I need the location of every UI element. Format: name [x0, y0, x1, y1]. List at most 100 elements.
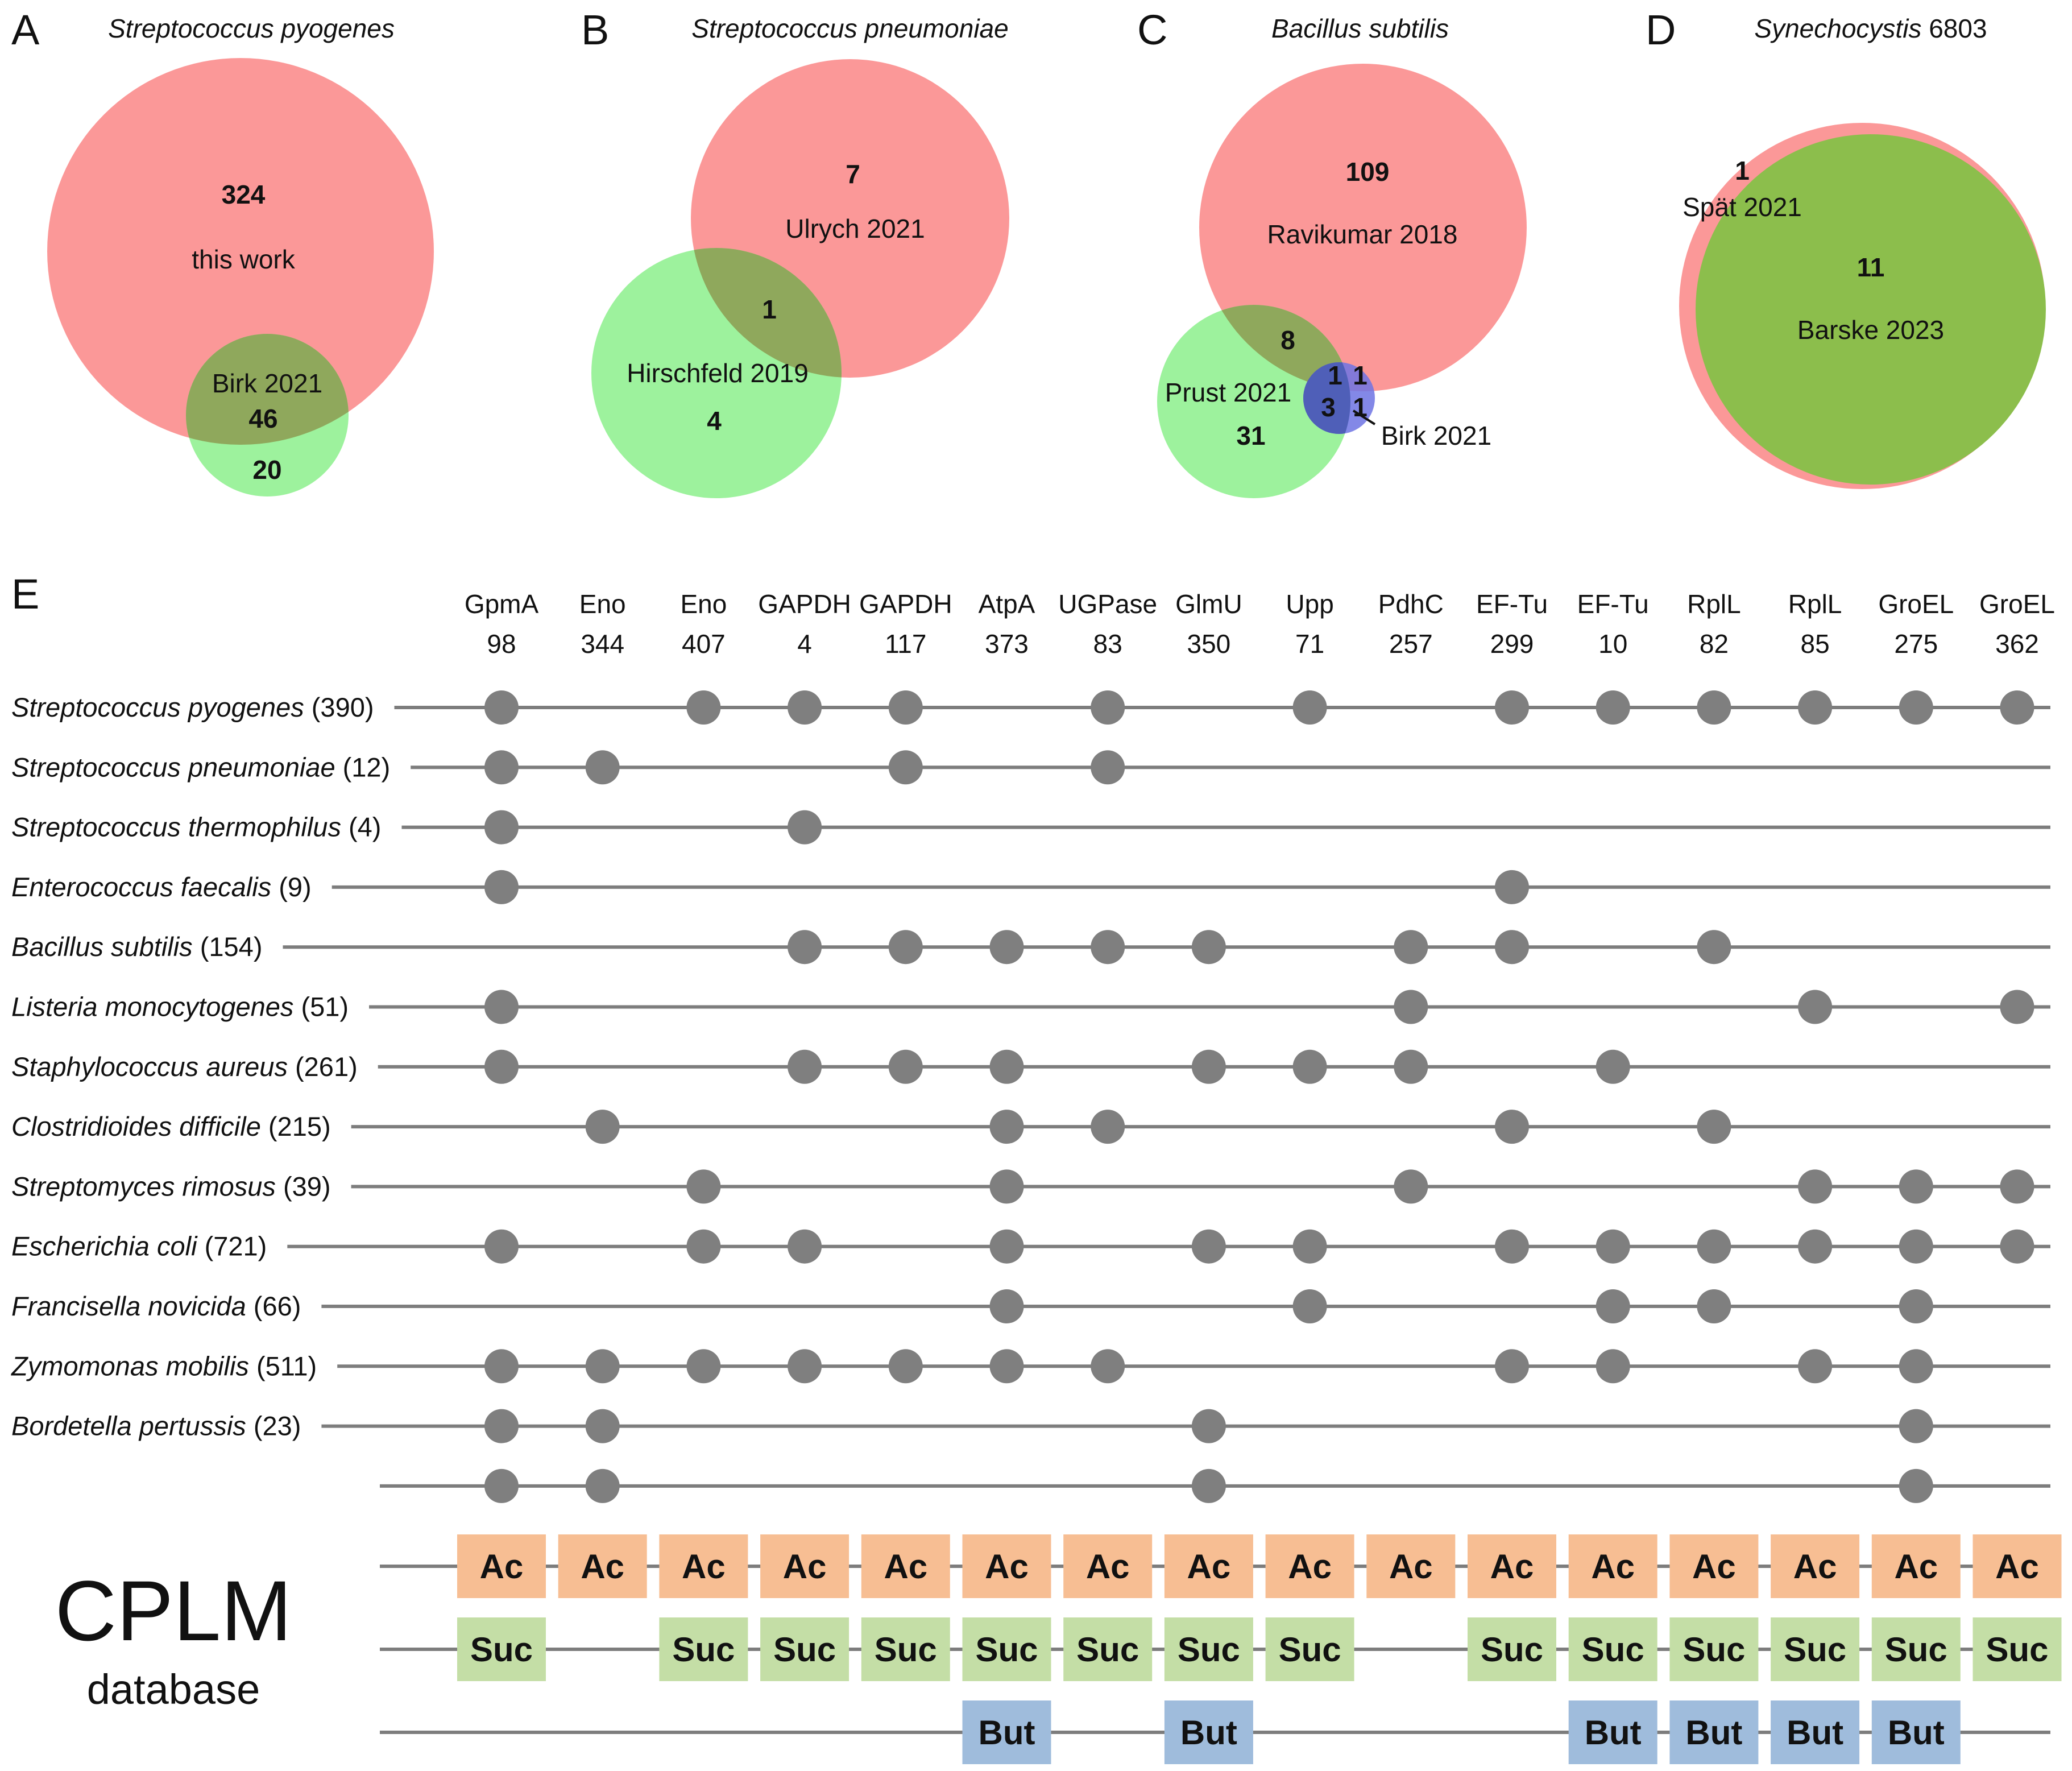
modification-dot: [888, 690, 923, 725]
modification-dot: [1091, 1349, 1125, 1384]
organism-name: Bordetella pertussis: [11, 1411, 246, 1441]
cplm-box: [1871, 1617, 1961, 1681]
modification-dot: [1292, 1229, 1327, 1264]
modification-dot: [1191, 930, 1226, 965]
organism-name: Zymomonas mobilis: [11, 1351, 249, 1381]
cplm-box: [659, 1534, 748, 1598]
birk-2021-c-label: Birk 2021: [1381, 421, 1491, 450]
c-red-green-count: 8: [1281, 325, 1295, 355]
modification-dot: [1091, 930, 1125, 965]
cplm-box: [457, 1534, 546, 1598]
barske-2023-label: Barske 2023: [1797, 315, 1944, 345]
modification-dot: [788, 1229, 822, 1264]
modification-dot: [1899, 1349, 1933, 1384]
cplm-box: [1771, 1700, 1860, 1764]
modification-dot: [484, 1468, 519, 1503]
organism-name: Streptococcus thermophilus: [11, 812, 341, 842]
organism-name: Bacillus subtilis: [11, 932, 193, 962]
cplm-box: [1972, 1617, 2062, 1681]
panel-a-label: A: [11, 6, 40, 53]
cplm-box: [962, 1617, 1051, 1681]
organism-name: Clostridioides difficile: [11, 1111, 261, 1141]
organism-count: (66): [246, 1291, 301, 1321]
organism-count: (511): [249, 1351, 317, 1381]
modification-dot: [1596, 1229, 1630, 1264]
modification-dot: [1191, 1409, 1226, 1443]
barske-2023-count: 11: [1857, 253, 1885, 282]
modification-dot: [484, 1349, 519, 1384]
modification-dot: [989, 1289, 1024, 1323]
column-site: 344: [581, 629, 624, 659]
panel-c: C Bacillus subtilis 109 Ravikumar 2018 8…: [1137, 6, 1527, 498]
cplm-box-label: Suc: [875, 1631, 937, 1669]
modification-dot: [1798, 1229, 1833, 1264]
organism-row: Streptococcus pneumoniae (12): [11, 750, 2050, 785]
cplm-box-label: Ac: [1389, 1547, 1433, 1586]
cplm-box: [1568, 1700, 1657, 1764]
organism-row: Streptomyces rimosus (39): [11, 1169, 2050, 1204]
modification-dot: [484, 810, 519, 845]
modification-dot: [1191, 1468, 1226, 1503]
cplm-row: Ac Ac Ac Ac Ac Ac Ac Ac Ac Ac Ac Ac Ac Ac Ac Ac: [380, 1534, 2062, 1598]
column-protein: RplL: [1788, 589, 1842, 619]
column-protein: Eno: [579, 589, 626, 619]
modification-dot: [686, 1349, 721, 1384]
modification-dot: [484, 1409, 519, 1443]
modification-dot: [585, 1349, 620, 1384]
organism-count: (9): [271, 872, 312, 902]
column-protein: GroEL: [1878, 589, 1954, 619]
organism-row: Bacillus subtilis (154): [11, 930, 2050, 965]
panel-d: D Synechocystis 6803 1 Spät 2021 11 Bars…: [1646, 6, 2046, 489]
organism-row: Zymomonas mobilis (511): [11, 1349, 2050, 1384]
organism-count: (39): [276, 1171, 331, 1201]
modification-dot: [484, 750, 519, 785]
column-protein: Upp: [1286, 589, 1333, 619]
cplm-row: But But But But But But: [380, 1700, 2050, 1764]
modification-dot: [1697, 1110, 1731, 1144]
organism-label: Clostridioides difficile (215): [11, 1111, 331, 1141]
panel-a-title: Streptococcus pyogenes: [108, 14, 395, 43]
cplm-box: [962, 1534, 1051, 1598]
organism-label: Staphylococcus aureus (261): [11, 1052, 358, 1082]
organism-label: Streptococcus thermophilus (4): [11, 812, 381, 842]
b-overlap-count: 1: [762, 295, 777, 324]
cplm-box-label: Ac: [682, 1547, 726, 1586]
column-site: 10: [1598, 629, 1627, 659]
cplm-box: [1164, 1534, 1253, 1598]
organism-label: Zymomonas mobilis (511): [11, 1351, 317, 1381]
modification-dot: [989, 1049, 1024, 1084]
column-protein: RplL: [1687, 589, 1741, 619]
cplm-box: [1871, 1534, 1961, 1598]
modification-dot: [1697, 690, 1731, 725]
organism-count: (154): [193, 932, 263, 962]
modification-dot: [1697, 1229, 1731, 1264]
modification-dot: [1091, 750, 1125, 785]
spat-2021-label: Spät 2021: [1683, 192, 1802, 222]
organism-row: Streptococcus thermophilus (4): [11, 810, 2050, 845]
modification-dot: [1899, 1289, 1933, 1323]
organism-row: Escherichia coli (721): [11, 1229, 2050, 1264]
modification-dot: [888, 1049, 923, 1084]
cplm-box: [861, 1534, 950, 1598]
modification-dot: [1899, 690, 1933, 725]
modification-dot: [1899, 1468, 1933, 1503]
panel-d-label: D: [1646, 6, 1676, 53]
this-work-label: this work: [192, 245, 295, 274]
modification-dot: [888, 930, 923, 965]
cplm-box-label: Ac: [1490, 1547, 1534, 1586]
modification-dot: [1091, 1110, 1125, 1144]
modification-dot: [788, 1049, 822, 1084]
modification-dot: [788, 690, 822, 725]
cplm-box-label: Ac: [1288, 1547, 1332, 1586]
column-protein: GAPDH: [859, 589, 952, 619]
column-site: 350: [1187, 629, 1231, 659]
modification-dot: [1596, 1349, 1630, 1384]
modification-dot: [585, 750, 620, 785]
cplm-box-label: But: [979, 1714, 1035, 1752]
modification-dot: [2000, 1229, 2034, 1264]
modification-dot: [1798, 1349, 1833, 1384]
column-protein: EF-Tu: [1476, 589, 1548, 619]
organism-count: (12): [335, 752, 391, 782]
cplm-box-label: Suc: [1986, 1631, 2048, 1669]
cplm-box-label: But: [1585, 1714, 1642, 1752]
